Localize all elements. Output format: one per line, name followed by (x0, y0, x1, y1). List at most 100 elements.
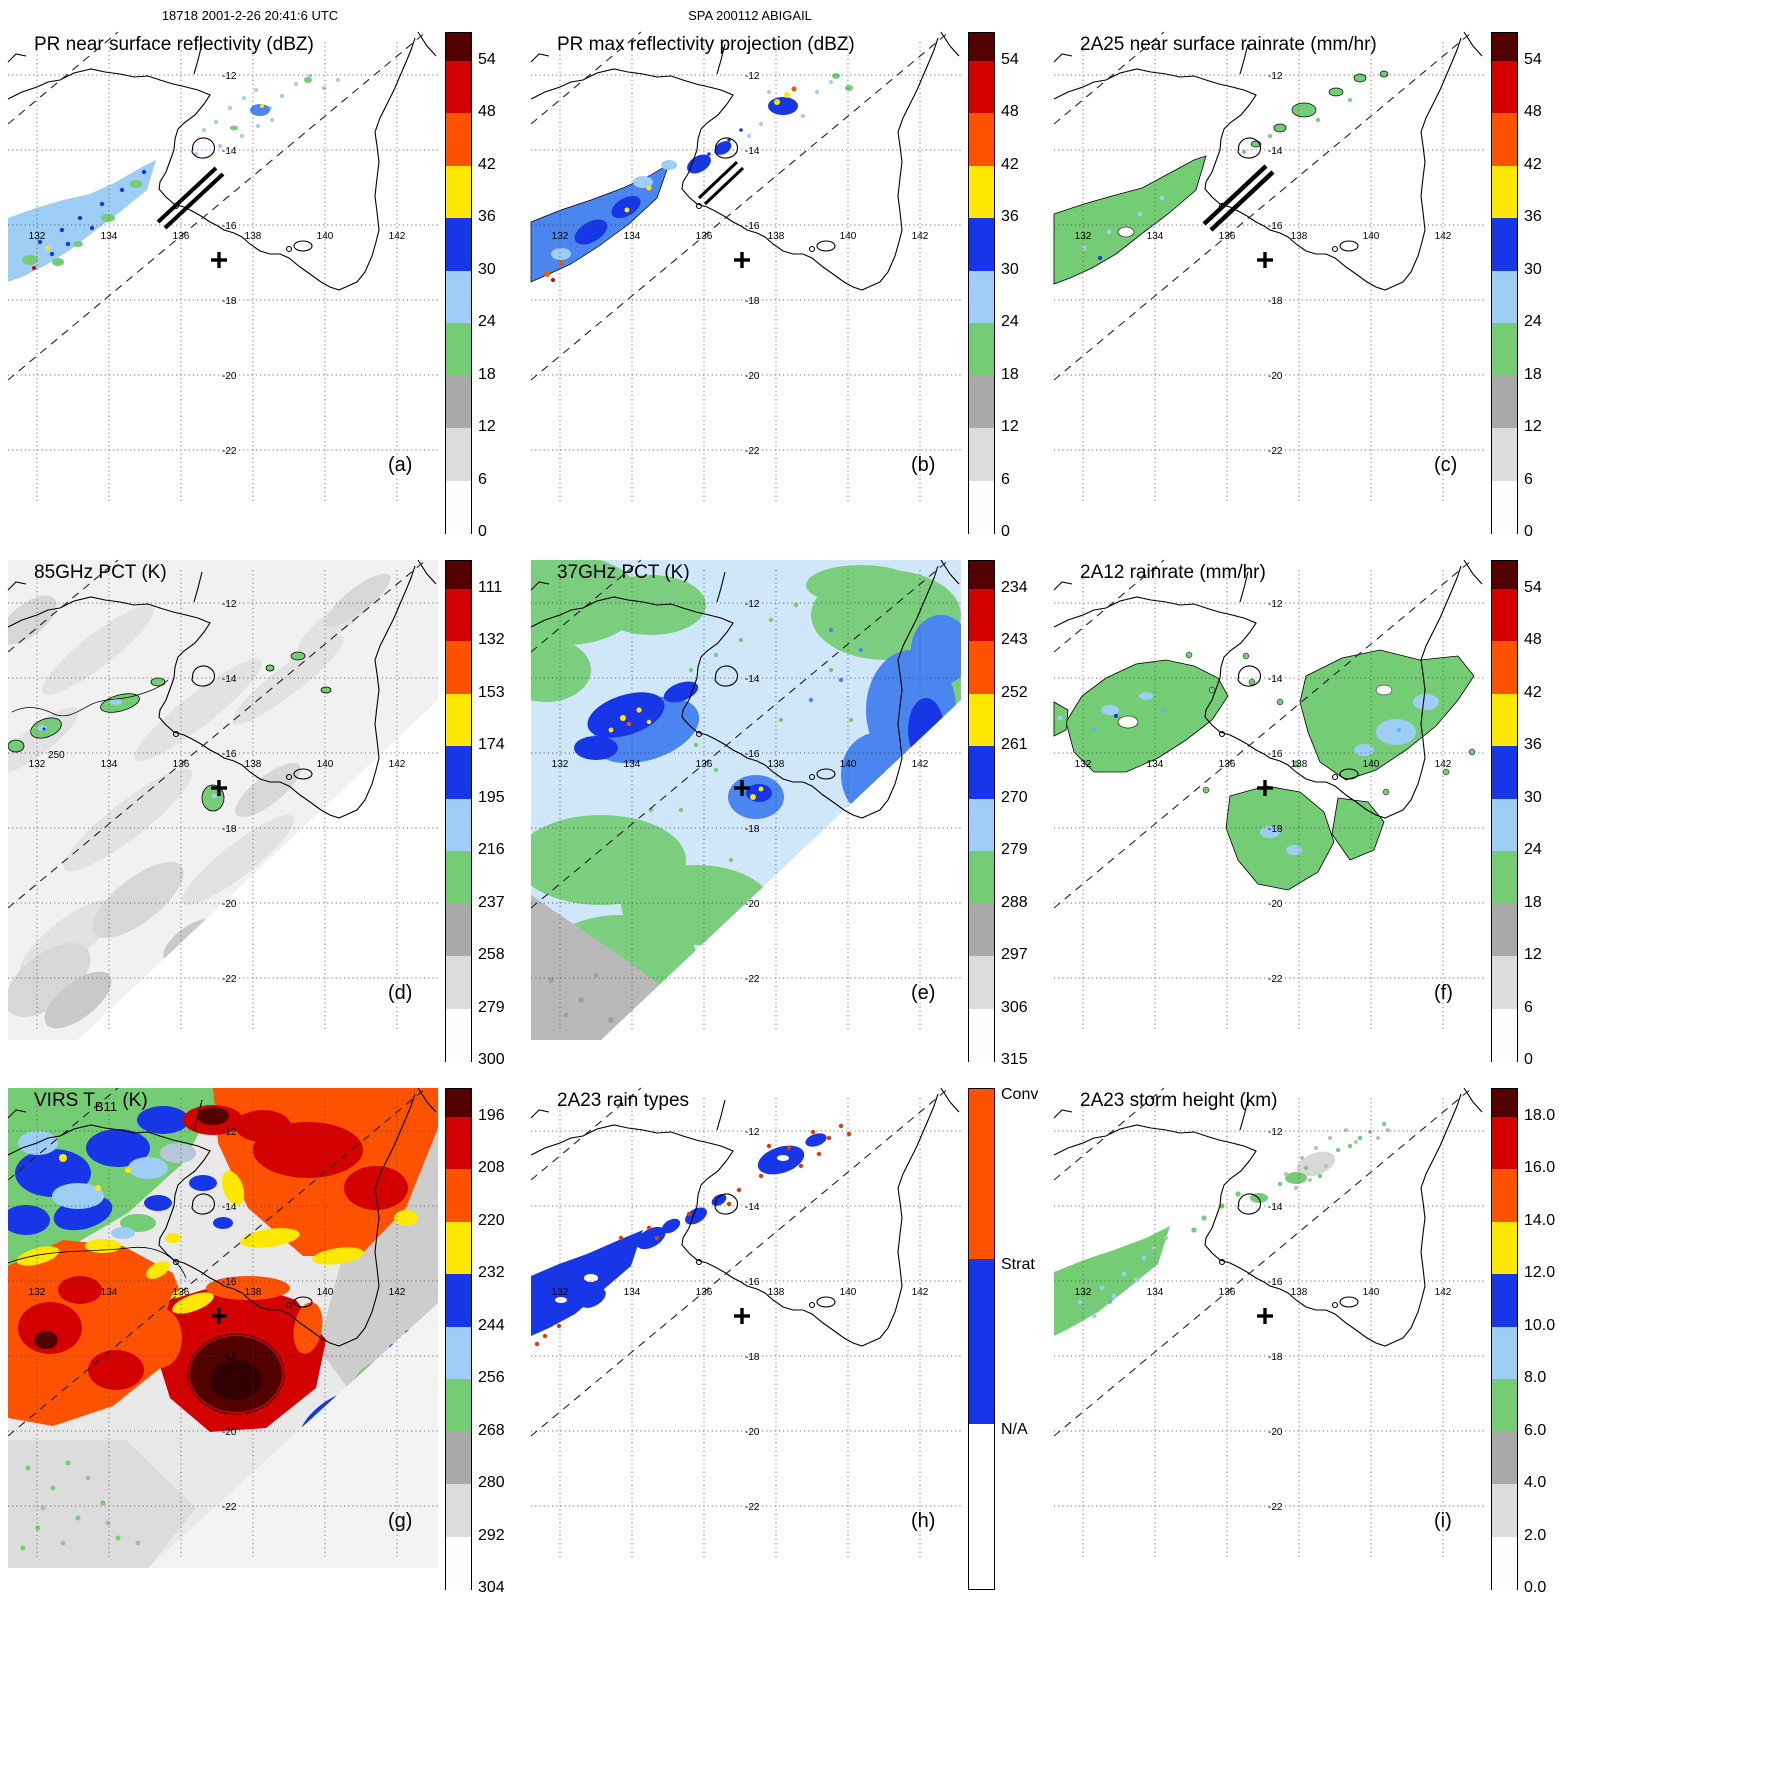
colorbar-labels: 54 48 42 36 30 24 18 12 6 0 (1001, 32, 1053, 540)
colorbar-segment (1492, 218, 1517, 272)
lon-label: 134 (101, 1287, 118, 1298)
colorbar-tick-label: 2.0 (1524, 1526, 1547, 1544)
lon-label: 138 (768, 759, 785, 770)
colorbar-segment (446, 1326, 471, 1380)
lon-label: 134 (624, 231, 641, 242)
colorbar-tick-label: 54 (478, 51, 496, 68)
colorbar-tick-label: 237 (478, 893, 505, 911)
lat-label: -16 (222, 221, 237, 232)
colorbar-segment (446, 480, 471, 534)
lon-label: 134 (1147, 1287, 1164, 1298)
cold-mottle-northwest (8, 1088, 223, 1268)
panel-letter: (f) (1434, 982, 1453, 1004)
light-rain-patches (1250, 70, 1389, 148)
colorbar-segment (446, 693, 471, 747)
colorbar-cap (1492, 1089, 1517, 1117)
map-d: 250 132 134 136 138 140 142 -12 -14 -16 -18 -20 -22 (7, 559, 439, 1040)
colorbar-tick-label: 12 (478, 418, 496, 436)
colorbar-tick-label: 54 (1524, 579, 1542, 596)
colorbar-tick-label: 16.0 (1524, 1159, 1556, 1177)
colorbar-tick-label: 42 (1524, 683, 1542, 701)
tmi-rainrate-data (1053, 649, 1476, 891)
colorbar-labels: 196 208 220 232 244 256 268 280 292 304 (478, 1088, 530, 1596)
speckles (707, 128, 743, 156)
colorbar-cap (1492, 561, 1517, 589)
rain-speckles (1185, 651, 1476, 796)
mottle-band-center (111, 1195, 181, 1243)
colorbar-segment (1492, 956, 1517, 1010)
lat-label: -22 (222, 446, 237, 457)
colorbar-segment (969, 218, 994, 272)
colorbar-tick-label: 0 (478, 523, 487, 540)
contour-label-250: 250 (48, 750, 65, 761)
colorbar-tick-label: 306 (1001, 998, 1028, 1016)
grid-lines (1053, 1097, 1485, 1561)
lat-label: -22 (745, 1502, 760, 1513)
moderate-rain-patches (1057, 692, 1439, 855)
panel-title: PR max reflectivity projection (dBZ) (557, 34, 855, 55)
heavy-rain-pixels (1092, 708, 1401, 732)
colorbar-segment (446, 1221, 471, 1275)
lon-label: 140 (1363, 1287, 1380, 1298)
panel-e: 132 134 136 138 140 142 -12 -14 -16 -18 -20 -22 37G… (530, 554, 1046, 1084)
colorbar-tick-label: 54 (1001, 51, 1019, 68)
panel-letter: (c) (1434, 454, 1458, 476)
map-f: 132 134 136 138 140 142 -12 -14 -16 -18 -20 -22 (1053, 559, 1485, 1033)
lat-label: -18 (1268, 824, 1283, 835)
echo-48-54dbz (32, 266, 36, 270)
storm-height-data (1054, 1122, 1390, 1336)
colorbar-tick-label: 216 (478, 841, 505, 859)
cold-core-center (728, 775, 784, 819)
lat-label: -12 (745, 1127, 760, 1138)
colorbar-segment (1492, 1379, 1517, 1433)
lat-label: -12 (1268, 599, 1283, 610)
colorbar-labels: 54 48 42 36 30 24 18 12 6 0 (1524, 32, 1576, 540)
colorbar-tick-label: 42 (478, 155, 496, 173)
colorbar-category-label: Conv (1001, 1086, 1039, 1103)
lon-label: 140 (1363, 759, 1380, 770)
map-c: 132 134 136 138 140 142 -12 -14 -16 -18 -20 -22 (1053, 31, 1485, 505)
rain-type-data (531, 1123, 852, 1347)
colorbar (1491, 560, 1518, 1062)
lat-label: -22 (745, 974, 760, 985)
lon-label: 142 (912, 759, 929, 770)
convective-pixels (534, 1123, 852, 1347)
colorbar-segment (1492, 1117, 1517, 1171)
colorbar-tick-label: 18 (1524, 365, 1542, 383)
colorbar-tick-label: 261 (1001, 736, 1028, 754)
map-b: 132 134 136 138 140 142 -12 -14 -16 -18 -20 -22 (530, 31, 962, 505)
map-h: 132 134 136 138 140 142 -12 -14 -16 -18 -20 -22 (530, 1087, 962, 1561)
colorbar-cap (969, 33, 994, 61)
colorbar-tick-label: 10.0 (1524, 1316, 1556, 1334)
colorbar-segment (1492, 1431, 1517, 1485)
colorbar-segment (1492, 746, 1517, 800)
colorbar-segment (1492, 1536, 1517, 1590)
lon-label: 142 (912, 231, 929, 242)
panel-letter: (g) (388, 1510, 413, 1532)
pct37-data (531, 560, 961, 1040)
colorbar-tick-label: 111 (478, 579, 503, 596)
colorbar-segment (446, 1431, 471, 1485)
panel-title: 37GHz PCT (K) (557, 562, 690, 583)
panel-g: 132 134 136 138 140 142 -12 -14 -16 -18 -20 -22 VIR… (7, 1082, 523, 1612)
lon-label: 140 (840, 759, 857, 770)
lat-label: -18 (222, 1352, 237, 1363)
colorbar-tick-label: 292 (478, 1526, 505, 1544)
colorbar (445, 560, 472, 1062)
lon-label: 132 (29, 1287, 46, 1298)
panel-title: 2A25 near surface rainrate (mm/hr) (1080, 34, 1377, 55)
lat-label: -18 (222, 296, 237, 307)
colorbar-tick-label: 297 (1001, 946, 1028, 964)
stratiform-echo (531, 1133, 827, 1336)
colorbar-tick-label: 6 (1001, 470, 1010, 488)
colorbar-segment (1492, 165, 1517, 219)
lat-label: -18 (745, 1352, 760, 1363)
lat-label: -16 (745, 1277, 760, 1288)
lat-label: -16 (745, 221, 760, 232)
grid-lines (530, 41, 962, 505)
colorbar-tick-label: 18 (1001, 365, 1019, 383)
colorbar-tick-label: 12 (1001, 418, 1019, 436)
green-speckle (648, 602, 854, 893)
panel-h: 132 134 136 138 140 142 -12 -14 -16 -18 -20 -22 2A2… (530, 1082, 1046, 1612)
colorbar-segment (969, 323, 994, 377)
